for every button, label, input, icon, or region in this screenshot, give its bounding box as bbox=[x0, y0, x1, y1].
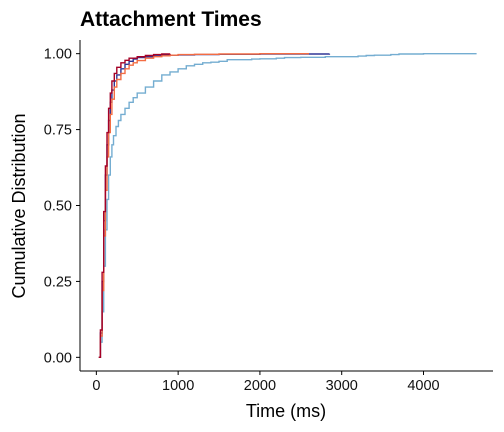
x-tick-label: 3000 bbox=[326, 378, 358, 394]
y-tick-label: 0.00 bbox=[44, 350, 72, 366]
y-axis-ticks: 0.00 0.25 0.50 0.75 1.00 bbox=[44, 47, 80, 366]
cdf-series-line bbox=[98, 53, 171, 358]
x-axis-label: Time (ms) bbox=[246, 401, 326, 421]
y-tick-label: 0.75 bbox=[44, 123, 72, 139]
plot-series bbox=[98, 53, 477, 358]
x-tick-label: 0 bbox=[92, 378, 100, 394]
y-tick-label: 1.00 bbox=[44, 47, 72, 63]
cdf-series-line bbox=[98, 53, 477, 358]
y-axis-label: Cumulative Distribution bbox=[9, 113, 29, 298]
y-tick-label: 0.50 bbox=[44, 199, 72, 215]
y-tick-label: 0.25 bbox=[44, 274, 72, 290]
x-tick-label: 4000 bbox=[407, 378, 439, 394]
x-tick-label: 2000 bbox=[244, 378, 276, 394]
x-axis-ticks: 0 1000 2000 3000 4000 bbox=[92, 371, 440, 394]
chart-title: Attachment Times bbox=[80, 8, 262, 31]
cdf-series-line bbox=[98, 53, 309, 358]
x-tick-label: 1000 bbox=[162, 378, 194, 394]
